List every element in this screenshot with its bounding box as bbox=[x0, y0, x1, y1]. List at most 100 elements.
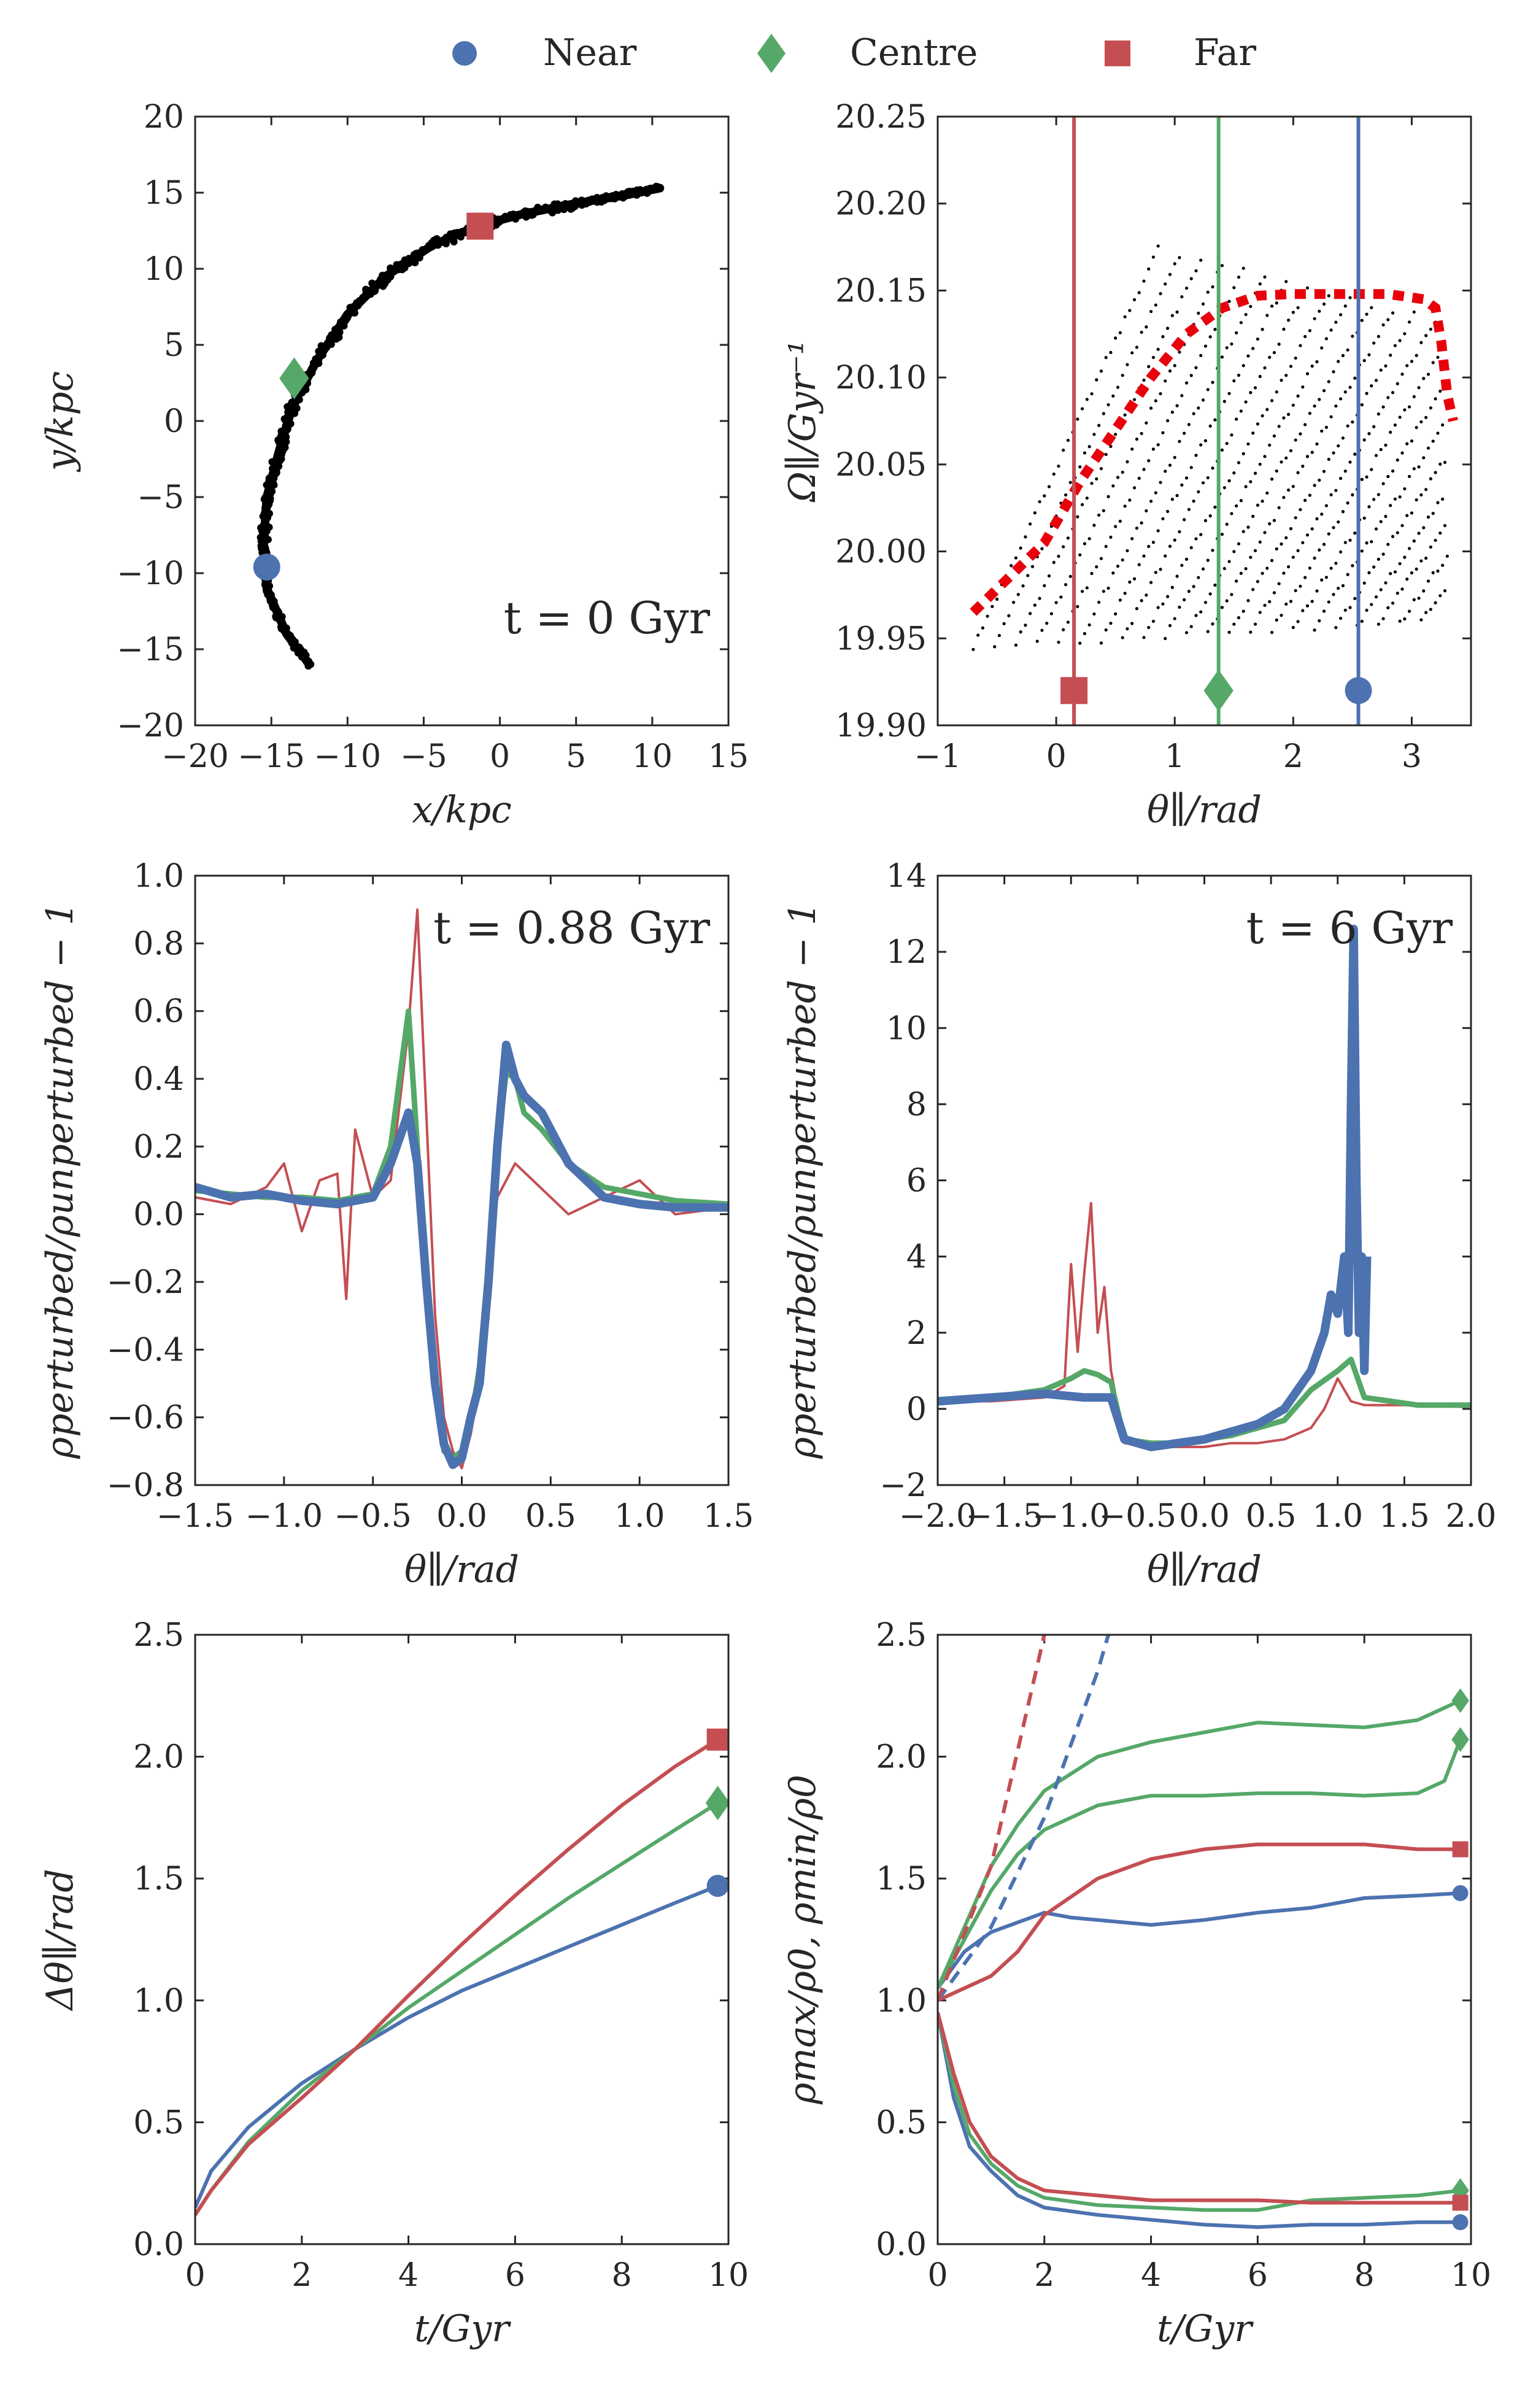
stream-particle bbox=[1310, 450, 1314, 454]
stream-particle bbox=[1384, 443, 1388, 447]
stream-particle bbox=[1068, 480, 1072, 484]
stream-particle bbox=[1021, 584, 1025, 588]
stream-particle bbox=[1192, 500, 1195, 503]
stream-particle bbox=[1348, 385, 1352, 389]
stream-particle bbox=[1168, 544, 1172, 548]
stream-particle bbox=[1299, 344, 1302, 347]
x-tick-label: 3 bbox=[1402, 738, 1422, 775]
y-tick-label: 0.0 bbox=[133, 1197, 184, 1233]
stream-particle bbox=[1130, 537, 1134, 541]
stream-particle bbox=[1180, 563, 1184, 567]
stream-particle bbox=[1166, 419, 1170, 423]
stream-particle bbox=[1164, 469, 1167, 473]
stream-particle bbox=[1308, 329, 1311, 333]
stream-particle bbox=[1332, 593, 1335, 596]
x-tick-label: 10 bbox=[1451, 2257, 1491, 2294]
stream-particle bbox=[1253, 471, 1257, 475]
far-line bbox=[195, 1738, 719, 2216]
stream-particle bbox=[1338, 313, 1343, 317]
axes-frame bbox=[194, 874, 730, 1486]
stream-particle bbox=[1132, 398, 1137, 401]
stream-particle bbox=[1166, 595, 1170, 598]
stream-particle bbox=[1121, 636, 1124, 639]
x-tick-label: 6 bbox=[505, 2257, 525, 2294]
stream-particle bbox=[1370, 384, 1373, 388]
stream-particle bbox=[1329, 566, 1333, 570]
stream-particle bbox=[1261, 500, 1264, 503]
y-tick-label: −0.6 bbox=[107, 1400, 184, 1437]
stream-particle bbox=[1287, 565, 1291, 569]
x-axis-label: θ∥/rad bbox=[1147, 789, 1262, 832]
stream-particle bbox=[1156, 244, 1160, 248]
stream-particle bbox=[1142, 636, 1146, 639]
stream-particle bbox=[1199, 258, 1203, 262]
stream-particle bbox=[1197, 576, 1200, 579]
stream-particle bbox=[1438, 531, 1442, 535]
far-marker bbox=[1060, 677, 1088, 704]
x-tick-label: 0 bbox=[490, 738, 510, 775]
stream-particle bbox=[1227, 392, 1231, 395]
stream-particle bbox=[1337, 587, 1340, 590]
stream-particle bbox=[1159, 568, 1162, 571]
stream-particle bbox=[1151, 541, 1156, 544]
stream-particle bbox=[1083, 542, 1087, 546]
stream-particle bbox=[1246, 354, 1250, 358]
stream-particle bbox=[1097, 600, 1101, 604]
stream-particle bbox=[1161, 517, 1165, 520]
stream-particle bbox=[1299, 507, 1302, 512]
stream-particle bbox=[1235, 331, 1238, 334]
stream-particle bbox=[1222, 399, 1226, 403]
stream-particle bbox=[1376, 493, 1380, 496]
stream-particle bbox=[1289, 449, 1293, 453]
stream-particle bbox=[1256, 422, 1259, 426]
stream-particle bbox=[1116, 385, 1120, 389]
stream-particle bbox=[1374, 527, 1378, 531]
y-tick-label: 0.5 bbox=[133, 2104, 184, 2141]
stream-particle bbox=[1121, 470, 1124, 474]
stream-particle bbox=[1403, 487, 1407, 491]
stream-particle bbox=[1386, 542, 1390, 546]
stream-particle bbox=[1130, 351, 1134, 355]
stream-particle bbox=[995, 597, 999, 601]
stream-particle bbox=[1289, 365, 1293, 368]
y-axis-label: ρperturbed/ρunperturbed − 1 bbox=[781, 902, 824, 1459]
stream-particle bbox=[1220, 448, 1224, 452]
stream-particle bbox=[1151, 255, 1156, 259]
stream-particle bbox=[1337, 444, 1340, 448]
stream-particle bbox=[1085, 496, 1089, 500]
stream-particle bbox=[1123, 592, 1127, 595]
stream-particle bbox=[1282, 416, 1286, 420]
stream-particle bbox=[1232, 286, 1236, 290]
stream-particle bbox=[1246, 442, 1250, 446]
y-tick-label: 2.5 bbox=[876, 1617, 927, 1654]
stream-particle bbox=[1024, 623, 1027, 627]
stream-particle bbox=[1189, 466, 1193, 469]
stream-particle bbox=[1346, 424, 1349, 428]
stream-particle bbox=[1296, 471, 1300, 474]
stream-particle bbox=[1391, 311, 1395, 315]
stream-particle bbox=[1064, 583, 1068, 587]
x-tick-label: −1.5 bbox=[965, 1498, 1043, 1535]
stream-particle bbox=[1270, 558, 1274, 562]
stream-particle bbox=[1403, 555, 1407, 559]
x-tick-label: 0.0 bbox=[436, 1498, 487, 1535]
stream-particle bbox=[990, 604, 994, 608]
stream-particle bbox=[1424, 334, 1428, 338]
stream-particle bbox=[1199, 353, 1203, 357]
stream-particle bbox=[1087, 623, 1091, 627]
stream-particle bbox=[1434, 601, 1437, 604]
y-tick-label: 2.0 bbox=[876, 1739, 927, 1776]
stream-particle bbox=[1419, 618, 1423, 622]
stream-particle bbox=[1227, 299, 1231, 303]
near-line bbox=[195, 1040, 728, 1469]
y-axis-label: Δθ∥/rad bbox=[39, 1869, 82, 2011]
stream-particle bbox=[1104, 452, 1108, 457]
y-tick-label: −0.2 bbox=[107, 1264, 184, 1301]
stream-particle bbox=[1033, 511, 1037, 515]
stream-particle bbox=[1154, 303, 1157, 307]
stream-particle bbox=[1294, 516, 1297, 520]
y-tick-label: 20 bbox=[144, 99, 184, 136]
stream-particle bbox=[1329, 415, 1333, 419]
stream-particle bbox=[1343, 390, 1347, 394]
y-tick-label: −2 bbox=[879, 1467, 927, 1504]
